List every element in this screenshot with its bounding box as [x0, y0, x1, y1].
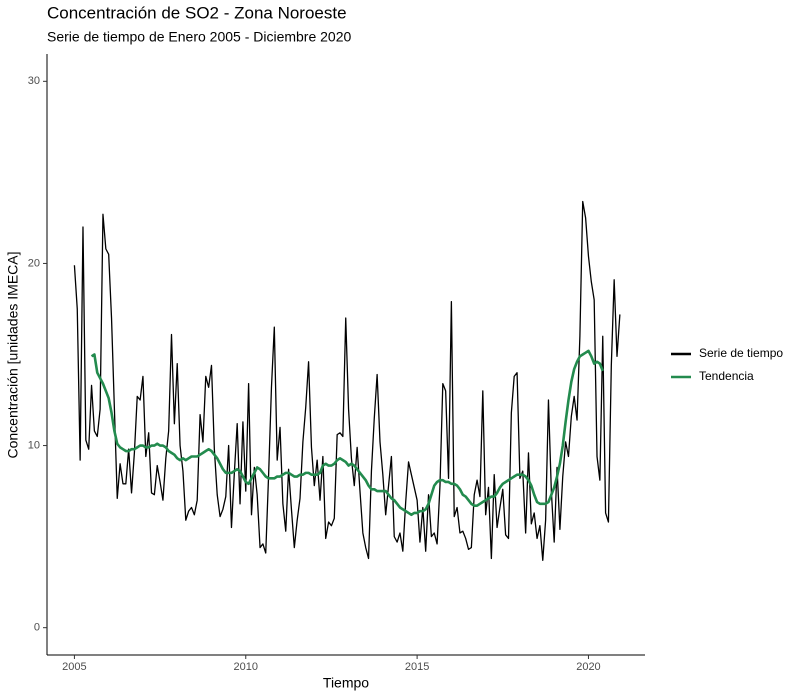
x-axis-label: Tiempo — [323, 675, 369, 691]
x-tick-label: 2010 — [234, 661, 258, 673]
x-tick-label: 2020 — [576, 661, 600, 673]
x-tick-label: 2005 — [62, 661, 86, 673]
series-line — [90, 349, 604, 517]
y-tick-label: 10 — [28, 439, 40, 451]
y-tick-label: 30 — [28, 75, 40, 87]
y-axis-label: Concentración [unidades IMECA] — [5, 252, 21, 459]
series-line — [73, 200, 621, 561]
chart-subtitle: Serie de tiempo de Enero 2005 - Diciembr… — [47, 29, 352, 45]
legend-label: Serie de tiempo — [699, 346, 783, 360]
y-tick-label: 20 — [28, 257, 40, 269]
x-tick-label: 2015 — [405, 661, 429, 673]
chart-title: Concentración de SO2 - Zona Noroeste — [47, 3, 347, 22]
legend-label: Tendencia — [699, 369, 754, 383]
y-tick-label: 0 — [34, 622, 40, 634]
